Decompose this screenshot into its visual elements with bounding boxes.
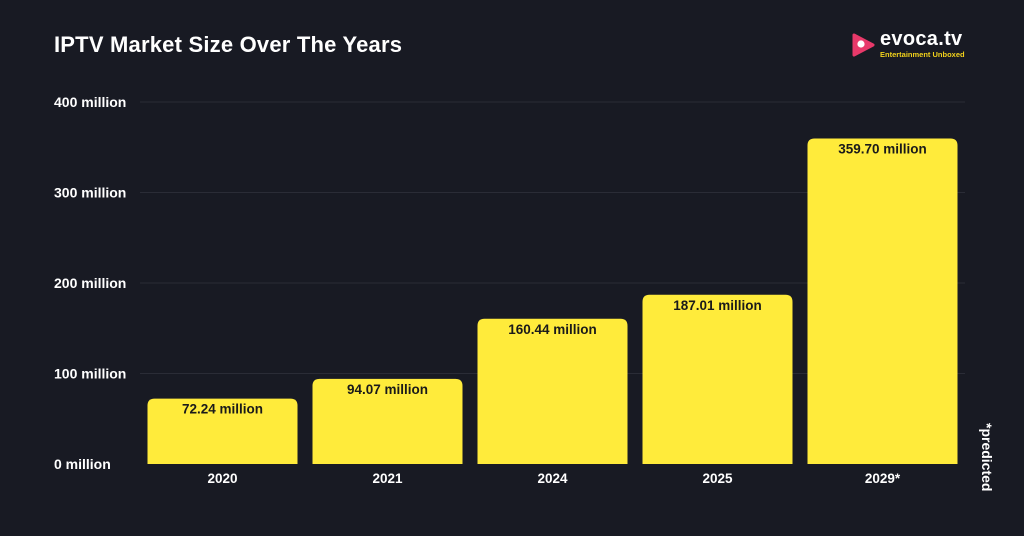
predicted-note: *predicted <box>979 423 995 492</box>
bar <box>477 318 628 464</box>
brand-name: evoca.tv <box>880 28 963 50</box>
bar <box>147 398 298 464</box>
x-tick-label: 2024 <box>537 471 568 486</box>
x-tick-label: 2021 <box>372 471 403 486</box>
bar-value-label: 359.70 million <box>838 141 927 156</box>
play-icon <box>852 33 875 57</box>
bar-value-label: 94.07 million <box>347 382 428 397</box>
bar <box>642 294 793 464</box>
bar-value-label: 160.44 million <box>508 322 597 337</box>
y-tick-label: 100 million <box>54 366 126 382</box>
y-tick-label: 400 million <box>54 94 126 110</box>
bar <box>807 138 958 464</box>
bar-value-label: 72.24 million <box>182 402 263 417</box>
y-tick-label: 300 million <box>54 185 126 201</box>
x-tick-label: 2029* <box>865 471 901 486</box>
bar-value-label: 187.01 million <box>673 298 762 313</box>
bar <box>312 378 463 464</box>
brand-tagline: Entertainment Unboxed <box>880 50 965 59</box>
y-tick-label: 200 million <box>54 275 126 291</box>
chart-title: IPTV Market Size Over The Years <box>54 32 403 57</box>
x-tick-label: 2025 <box>702 471 733 486</box>
x-tick-label: 2020 <box>207 471 237 486</box>
brand-logo: evoca.tv Entertainment Unboxed <box>850 28 980 64</box>
y-tick-label: 0 million <box>54 456 111 472</box>
